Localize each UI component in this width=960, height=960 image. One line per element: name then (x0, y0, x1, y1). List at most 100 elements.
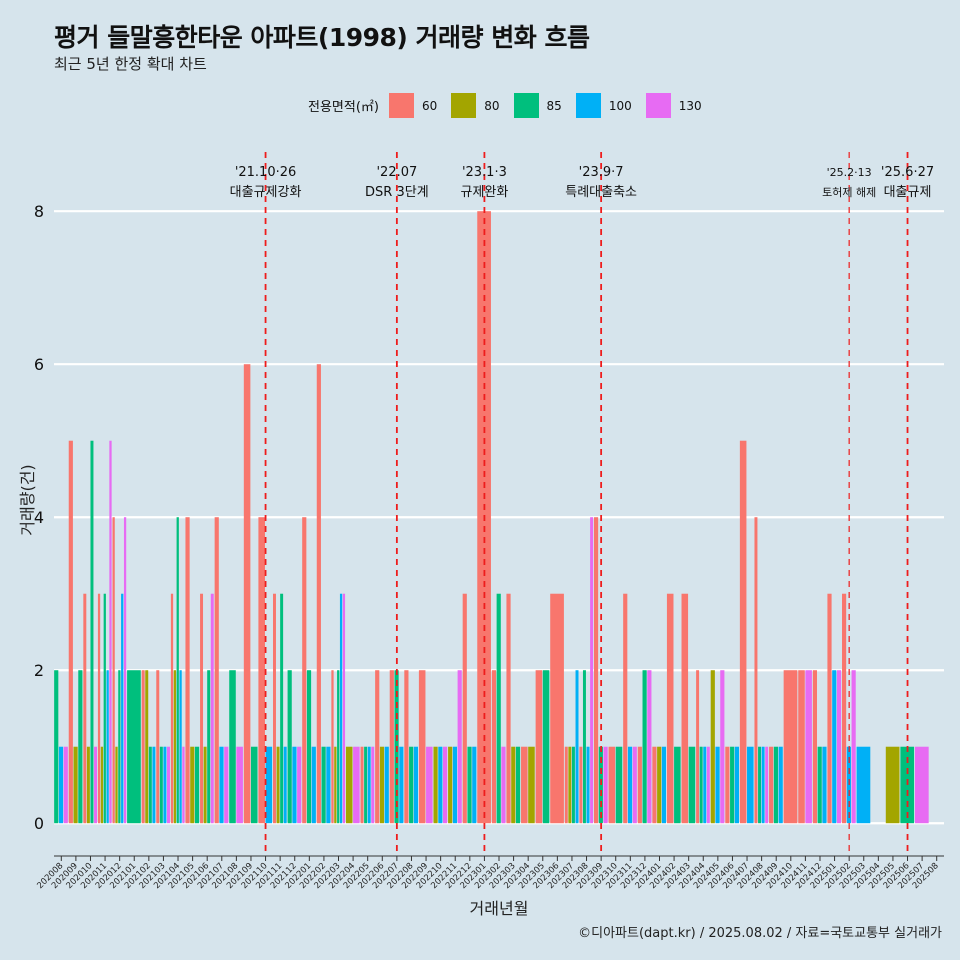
event-label-202207: DSR 3단계 (365, 185, 429, 200)
bar-130-202312 (647, 670, 652, 824)
chart-subtitle: 최근 5년 한정 확대 차트 (54, 55, 207, 73)
bar-85-202308 (582, 670, 586, 824)
bar-85-202104 (176, 517, 179, 824)
bar-85-202307 (571, 746, 575, 824)
bar-85-202305 (542, 670, 550, 824)
bar-85-202105 (194, 746, 200, 824)
bar-130-202011 (109, 440, 112, 824)
legend-swatch-60 (388, 93, 414, 118)
bar-60-202110 (258, 517, 265, 824)
bar-80-202106 (203, 746, 207, 824)
bar-60-202111 (273, 593, 276, 824)
bar-60-202205 (360, 746, 364, 824)
y-tick-label-6: 6 (34, 355, 44, 374)
bar-80-202405 (710, 670, 715, 824)
y-tick-label-4: 4 (34, 508, 44, 527)
event-date-202301: '23.1·3 (462, 165, 507, 180)
bar-100-202307 (575, 670, 579, 824)
bar-100-202205 (367, 746, 371, 824)
bar-80-202204 (345, 746, 353, 824)
bar-85-202310 (615, 746, 623, 824)
bar-130-202405 (720, 670, 725, 824)
bar-100-202011 (106, 670, 109, 824)
bar-100-202208 (413, 746, 419, 824)
bar-80-202307 (568, 746, 572, 824)
bar-85-202208 (409, 746, 414, 824)
legend-label-130: 130 (678, 98, 702, 113)
bar-100-202407 (747, 746, 754, 824)
bar-80-202104 (173, 670, 176, 824)
event-date-202309: '23.9·7 (579, 165, 624, 180)
bar-100-202203 (339, 593, 343, 824)
bar-130-202507 (914, 746, 929, 824)
bar-60-202302 (491, 670, 497, 824)
bar-60-202009 (68, 440, 73, 824)
bar-60-202201 (302, 517, 307, 824)
bar-60-202109 (243, 364, 251, 824)
bar-100-202201 (311, 746, 316, 824)
bar-60-202307 (564, 746, 568, 824)
bar-100-202308 (586, 746, 590, 824)
bar-80-202211 (448, 746, 453, 824)
bar-100-202311 (627, 746, 633, 824)
bar-130-202107 (224, 746, 229, 824)
bar-85-202111 (280, 593, 284, 824)
bar-60-202306 (550, 593, 564, 824)
legend-item-130: 130 (645, 93, 702, 118)
y-tick-label-8: 8 (34, 202, 44, 221)
bar-130-202103 (167, 746, 170, 824)
bar-85-202011 (103, 593, 106, 824)
bar-85-202112 (287, 670, 292, 824)
bar-60-202404 (696, 670, 700, 824)
event-date-202110: '21.10·26 (235, 165, 296, 180)
bar-85-202412 (817, 746, 822, 824)
bar-60-202103 (156, 670, 160, 824)
event-label-202502: 토허제 해제 (822, 185, 876, 199)
bar-130-202408 (765, 746, 769, 824)
bar-60-202107 (214, 517, 219, 824)
bar-100-202202 (326, 746, 331, 824)
bar-60-202408 (754, 517, 758, 824)
y-axis-title: 거래량(건) (18, 464, 37, 535)
bar-60-202104 (170, 593, 174, 824)
bar-100-202404 (703, 746, 707, 824)
bar-100-202412 (822, 746, 827, 824)
bar-80-202010 (86, 746, 90, 824)
bar-100-202111 (283, 746, 287, 824)
bar-85-202406 (730, 746, 735, 824)
bar-60-202403 (681, 593, 689, 824)
event-date-202502: '25.2·13 (827, 166, 872, 179)
legend-label-80: 80 (484, 98, 500, 113)
bar-130-202204 (353, 746, 360, 824)
x-axis-title: 거래년월 (470, 899, 529, 918)
bar-130-202108 (236, 746, 243, 824)
bar-80-202304 (528, 746, 535, 824)
bar-60-202311 (623, 593, 628, 824)
legend-label-85: 85 (546, 98, 562, 113)
bar-100-202112 (292, 746, 297, 824)
bar-130-202302 (501, 746, 506, 824)
bar-60-202105 (185, 517, 190, 824)
bar-60-202406 (725, 746, 730, 824)
bar-60-202304 (521, 746, 528, 824)
bar-100-202012 (121, 593, 124, 824)
bar-100-202408 (761, 746, 765, 824)
bar-60-202407 (739, 440, 747, 824)
bar-85-202203 (337, 670, 340, 824)
bar-100-202501 (832, 670, 837, 824)
bar-85-202212 (467, 746, 472, 824)
bar-85-202008 (54, 670, 59, 824)
bar-130-202411 (805, 670, 812, 824)
bar-60-202106 (200, 593, 204, 824)
bar-80-202303 (511, 746, 516, 824)
bar-85-202106 (207, 670, 211, 824)
bar-60-202012 (112, 517, 115, 824)
bar-85-202201 (306, 670, 312, 824)
bar-60-202208 (404, 670, 409, 824)
bar-60-202010 (83, 593, 87, 824)
bar-80-202206 (379, 746, 385, 824)
event-label-202110: 대출규제강화 (230, 185, 302, 200)
event-label-202301: 규제완화 (460, 185, 508, 200)
bar-60-202310 (608, 746, 616, 824)
bar-85-202012 (118, 670, 121, 824)
